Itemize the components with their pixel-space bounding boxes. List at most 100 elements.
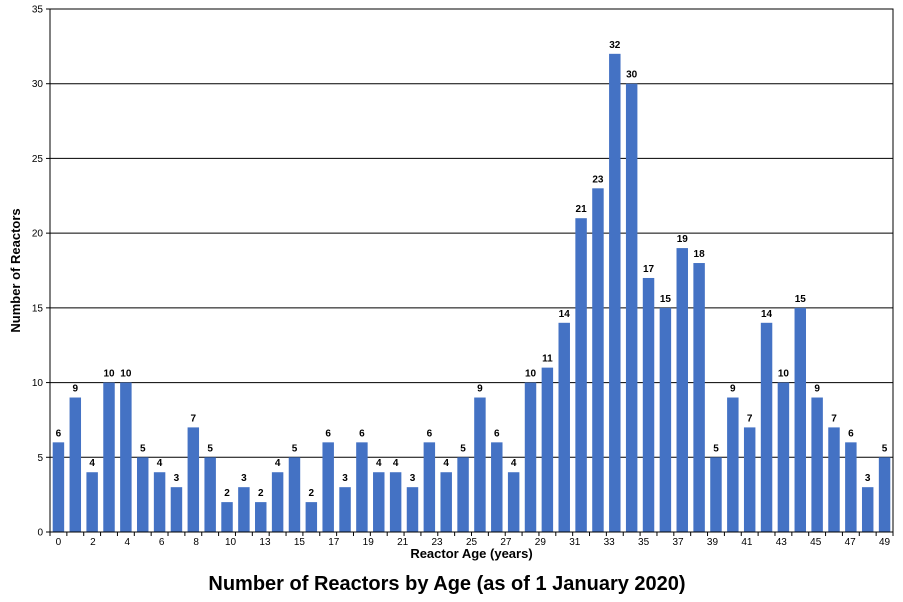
- bar: [710, 457, 722, 532]
- x-tick-label: 31: [569, 537, 581, 548]
- bar: [204, 457, 216, 532]
- data-label: 15: [795, 294, 807, 305]
- data-label: 18: [694, 249, 706, 260]
- data-label: 6: [359, 428, 365, 439]
- bar: [558, 322, 570, 532]
- x-tick-label: 21: [397, 537, 409, 548]
- data-label: 2: [224, 488, 230, 499]
- x-tick-label: 4: [124, 537, 130, 548]
- plot-border: [49, 8, 894, 533]
- x-tick-label: 13: [259, 537, 271, 548]
- x-tick-label: 35: [638, 537, 650, 548]
- bar: [86, 472, 98, 532]
- bar: [406, 487, 419, 532]
- y-tick-label: 5: [37, 453, 43, 464]
- data-label: 10: [103, 369, 115, 380]
- x-tick-label: 27: [500, 537, 512, 548]
- data-label: 4: [89, 458, 95, 469]
- data-label: 3: [174, 473, 180, 484]
- bar: [760, 322, 773, 532]
- y-tick-label: 20: [32, 229, 44, 240]
- bar: [136, 457, 149, 532]
- x-tick-label: 15: [294, 537, 306, 548]
- data-label: 4: [443, 458, 449, 469]
- y-axis-title: Number of Reactors: [8, 208, 23, 332]
- data-label: 3: [241, 473, 247, 484]
- data-label: 7: [747, 413, 753, 424]
- bar: [305, 502, 318, 532]
- bar: [103, 382, 115, 532]
- x-tick-label: 39: [707, 537, 719, 548]
- bar: [322, 442, 334, 532]
- data-label: 6: [56, 428, 62, 439]
- data-label: 14: [761, 309, 773, 320]
- bar: [642, 277, 655, 532]
- bar: [524, 382, 537, 532]
- y-tick-label: 25: [32, 154, 44, 165]
- bar: [389, 472, 402, 532]
- bar: [271, 472, 284, 532]
- x-tick-label: 45: [810, 537, 822, 548]
- bar: [625, 83, 638, 532]
- x-tick-label: 25: [466, 537, 478, 548]
- data-label: 3: [342, 473, 348, 484]
- data-label: 9: [814, 384, 820, 395]
- bar: [659, 307, 672, 532]
- x-tick-label: 47: [845, 537, 857, 548]
- bar: [221, 502, 233, 532]
- bar: [153, 472, 166, 532]
- data-label: 5: [140, 443, 146, 454]
- bar: [288, 457, 301, 532]
- bar: [69, 397, 82, 532]
- bar: [878, 457, 891, 532]
- data-label: 5: [292, 443, 298, 454]
- bar: [507, 472, 520, 532]
- y-tick-label: 35: [32, 5, 44, 16]
- data-label: 10: [525, 369, 537, 380]
- bar: [474, 397, 486, 532]
- data-label: 3: [410, 473, 416, 484]
- bar: [120, 382, 132, 532]
- x-tick-label: 0: [56, 537, 62, 548]
- data-label: 6: [427, 428, 433, 439]
- bar: [794, 307, 807, 532]
- x-tick-label: 33: [604, 537, 616, 548]
- x-axis-title: Reactor Age (years): [410, 546, 532, 561]
- data-label: 5: [207, 443, 213, 454]
- bar: [255, 502, 267, 532]
- x-tick-label: 43: [776, 537, 788, 548]
- data-label: 30: [626, 70, 638, 81]
- bar: [170, 487, 183, 532]
- data-label: 9: [730, 384, 736, 395]
- bar: [440, 472, 452, 532]
- data-label: 4: [393, 458, 399, 469]
- bars: [52, 53, 891, 533]
- data-label: 14: [559, 309, 571, 320]
- x-tick-label: 49: [879, 537, 891, 548]
- bar: [373, 472, 385, 532]
- bar: [356, 442, 368, 532]
- data-label: 4: [511, 458, 517, 469]
- data-label: 21: [576, 204, 588, 215]
- bar: [676, 248, 688, 533]
- x-tick-label: 8: [193, 537, 199, 548]
- data-label: 9: [73, 384, 79, 395]
- data-label: 9: [477, 384, 483, 395]
- x-tick-label: 6: [159, 537, 165, 548]
- data-label: 5: [882, 443, 888, 454]
- bar: [828, 427, 840, 532]
- bar: [52, 442, 65, 532]
- x-tick-label: 41: [741, 537, 753, 548]
- x-tick-label: 2: [90, 537, 96, 548]
- bar: [339, 487, 351, 532]
- data-label: 3: [865, 473, 871, 484]
- x-tick-label: 29: [535, 537, 547, 548]
- data-label: 11: [542, 354, 553, 365]
- bar: [693, 263, 705, 532]
- bar: [743, 427, 756, 532]
- x-tick-label: 23: [432, 537, 444, 548]
- y-tick-label: 0: [37, 528, 43, 539]
- data-label: 2: [258, 488, 264, 499]
- data-label: 10: [778, 369, 790, 380]
- bar: [811, 397, 823, 532]
